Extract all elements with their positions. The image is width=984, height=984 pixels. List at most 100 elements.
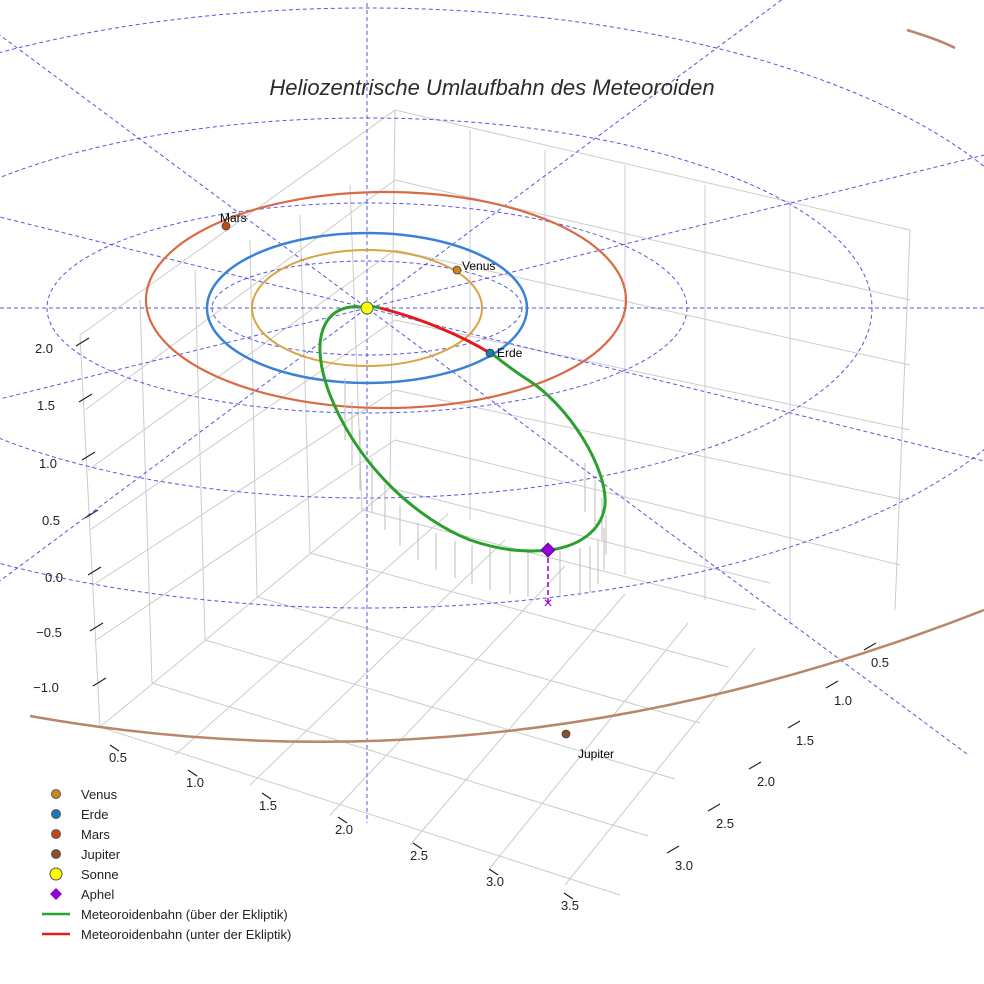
- y-tick-label: 3.0: [675, 858, 693, 873]
- wall-gridline: [89, 319, 396, 531]
- planet-orbits: [29, 28, 984, 743]
- legend-item: Erde: [51, 807, 108, 822]
- legend-label: Jupiter: [81, 847, 121, 862]
- floor-gridline: [249, 539, 506, 786]
- z-tick-mark: [92, 677, 107, 687]
- x-tick-label: 0.5: [109, 750, 127, 765]
- floor-gridline: [489, 622, 689, 869]
- venus-marker: [452, 265, 462, 275]
- x-tick-label: 3.5: [561, 898, 579, 913]
- z-tick-label: 2.0: [35, 341, 53, 356]
- y-tick-mark: [863, 642, 877, 651]
- jupiter-orbit-upper: [906, 28, 956, 50]
- y-tick-mark: [666, 845, 680, 854]
- legend-label: Meteoroidenbahn (über der Ekliptik): [81, 907, 288, 922]
- y-tick-mark: [825, 680, 839, 689]
- jupiter-marker: [561, 729, 571, 739]
- jupiter-label: Jupiter: [578, 747, 614, 761]
- floor-gridline: [309, 552, 729, 668]
- legend-swatch: [51, 809, 61, 819]
- axis-ticks: 0.5 1.0 1.5 2.0 2.5 3.0 3.5 0.5 1.0 1.5 2.0 2.5 3.0 2…: [33, 337, 889, 913]
- jupiter-orbit-lower: [29, 608, 984, 743]
- z-tick-mark: [75, 337, 90, 347]
- planet-markers: Venus Erde Mars Jupiter: [220, 211, 614, 761]
- wall-gridline: [394, 319, 911, 431]
- floor-gridline: [361, 509, 757, 611]
- wall-gridline: [84, 179, 396, 411]
- floor-gridline: [99, 487, 391, 728]
- floor-gridline: [99, 726, 621, 896]
- legend-swatch: [51, 829, 61, 839]
- z-tick-mark: [87, 566, 102, 576]
- legend-label: Meteoroidenbahn (unter der Ekliptik): [81, 927, 291, 942]
- y-tick-label: 2.0: [757, 774, 775, 789]
- venus-orbit: [251, 249, 483, 367]
- floor-gridline: [389, 487, 771, 584]
- aphel-marker: [540, 542, 556, 558]
- x-tick-mark: [337, 816, 348, 824]
- x-tick-mark: [187, 769, 198, 777]
- wall-gridline: [394, 109, 911, 231]
- meteoroid-droplines: [344, 378, 607, 598]
- z-tick-mark: [78, 393, 93, 403]
- floor-gridline: [409, 593, 626, 846]
- earth-orbit: [205, 231, 529, 385]
- x-tick-label: 2.0: [335, 822, 353, 837]
- earth-marker: [485, 348, 495, 358]
- chart-title: Heliozentrische Umlaufbahn des Meteoroid…: [269, 75, 714, 100]
- y-tick-label: 2.5: [716, 816, 734, 831]
- x-tick-label: 1.5: [259, 798, 277, 813]
- venus-label: Venus: [462, 259, 495, 273]
- ecliptic-spoke: [0, 0, 783, 582]
- ecliptic-spoke: [0, 34, 968, 755]
- legend-item: Mars: [51, 827, 110, 842]
- legend-item: Venus: [51, 787, 118, 802]
- floor-gridline: [174, 513, 449, 756]
- legend-item: Sonne: [49, 867, 119, 882]
- legend-label: Mars: [81, 827, 110, 842]
- meteoroid-orbit: ×: [318, 305, 607, 612]
- floor-gridline: [151, 682, 649, 837]
- x-tick-mark: [412, 842, 423, 850]
- y-tick-mark: [787, 720, 801, 729]
- x-tick-label: 2.5: [410, 848, 428, 863]
- floor-gridline: [564, 647, 756, 886]
- y-tick-label: 0.5: [871, 655, 889, 670]
- x-tick-label: 3.0: [486, 874, 504, 889]
- legend-item: Meteoroidenbahn (über der Ekliptik): [42, 907, 288, 922]
- wall-gridline: [79, 334, 101, 728]
- mars-label: Mars: [220, 211, 247, 225]
- x-tick-label: 1.0: [186, 775, 204, 790]
- x-tick-mark: [563, 892, 574, 900]
- z-tick-label: −0.5: [36, 625, 62, 640]
- x-tick-mark: [261, 792, 272, 800]
- z-tick-mark: [89, 622, 104, 632]
- legend-swatch: [51, 849, 61, 859]
- wall-gridline: [79, 109, 396, 336]
- wall-gridline: [894, 229, 911, 611]
- legend-swatch: [51, 789, 61, 799]
- y-tick-label: 1.5: [796, 733, 814, 748]
- meteoroid-orbit-below-ecliptic: [379, 306, 491, 355]
- z-tick-label: 0.5: [42, 513, 60, 528]
- wall-gridline: [95, 439, 396, 641]
- wall-gridline: [87, 249, 396, 471]
- floor-gridline: [256, 596, 701, 724]
- z-tick-label: 1.5: [37, 398, 55, 413]
- z-tick-mark: [84, 509, 99, 519]
- aphel-projection-mark: ×: [543, 595, 552, 612]
- ecliptic-ring: [0, 7, 984, 609]
- floor-gridline: [329, 565, 566, 816]
- legend-label: Venus: [81, 787, 118, 802]
- x-tick-mark: [488, 868, 499, 876]
- z-tick-mark: [81, 451, 96, 461]
- legend-swatch: [49, 867, 63, 881]
- meteoroid-orbit-above-ecliptic: [318, 305, 607, 553]
- y-tick-label: 1.0: [834, 693, 852, 708]
- z-tick-label: 0.0: [45, 570, 63, 585]
- legend-label: Aphel: [81, 887, 114, 902]
- legend-item: Jupiter: [51, 847, 121, 862]
- mars-marker: [221, 221, 231, 231]
- axes-grid: [79, 109, 911, 896]
